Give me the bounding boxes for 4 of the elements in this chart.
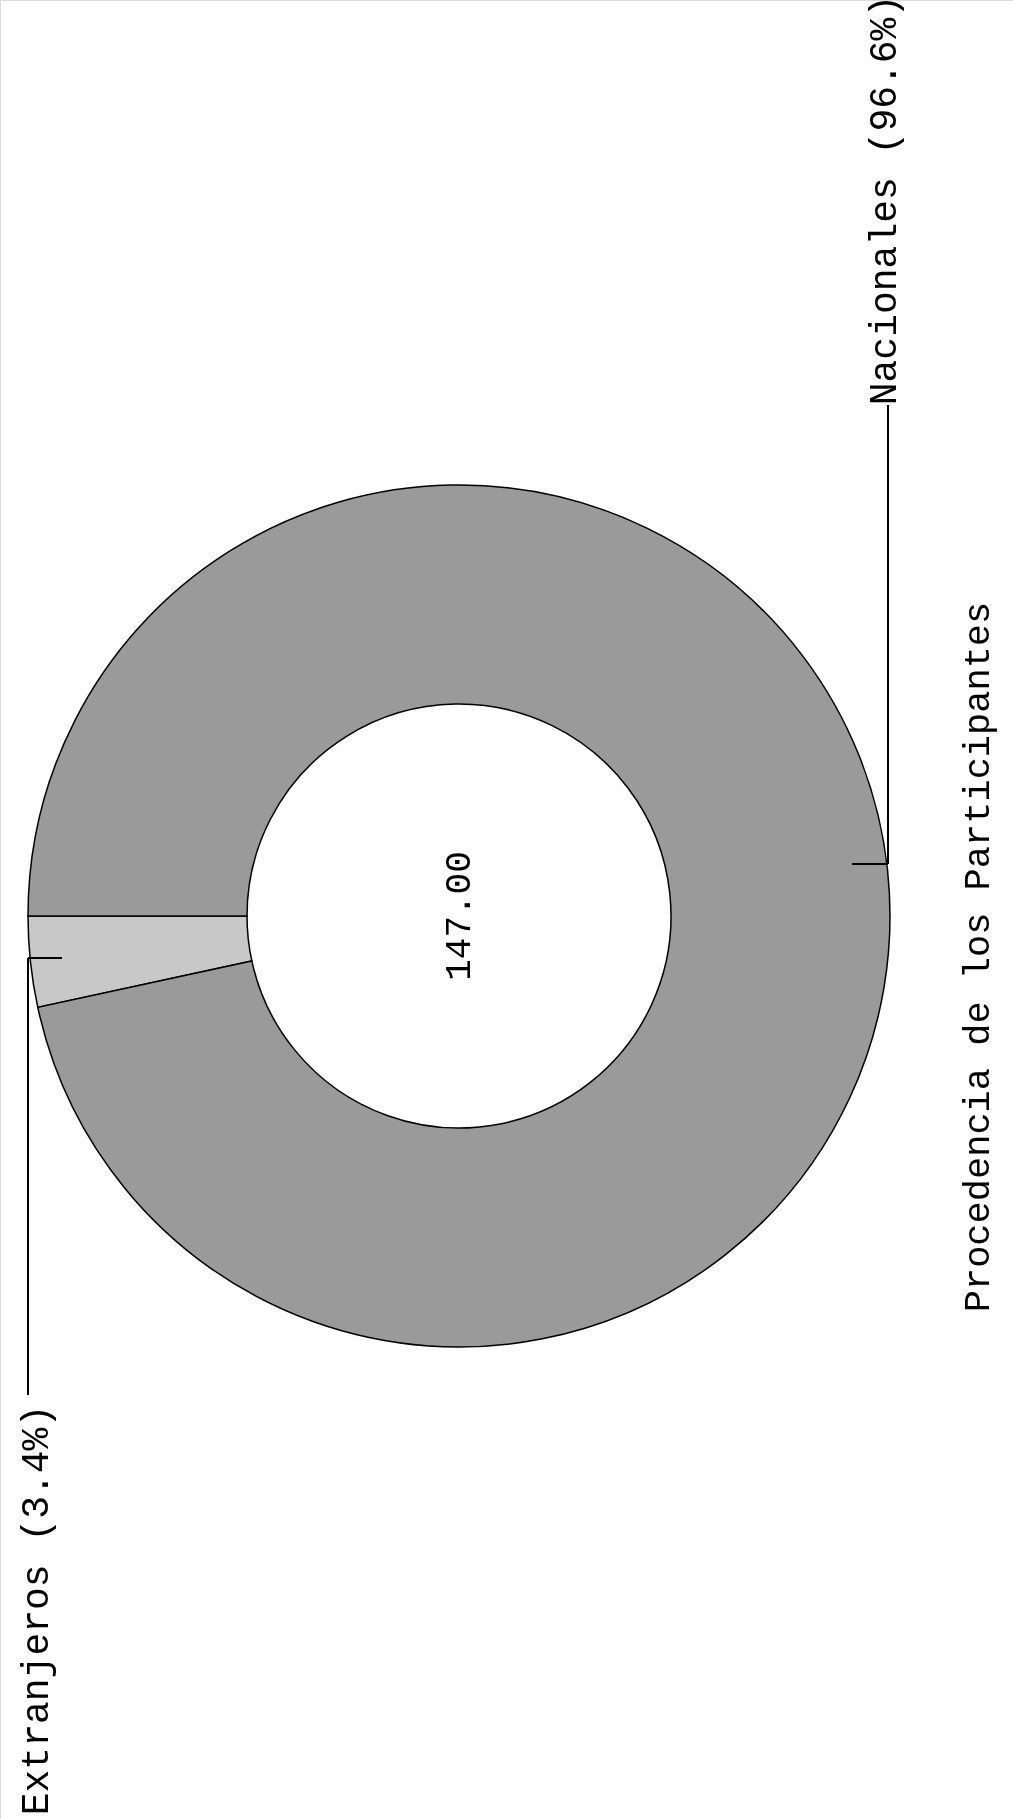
text: Procedencia de los Participantes — [958, 601, 1000, 1313]
text: 147.00 — [440, 851, 481, 981]
slice-label: Extranjeros (3.4%) — [16, 1404, 59, 1816]
slice-label: Nacionales (96.6%) — [864, 0, 907, 406]
